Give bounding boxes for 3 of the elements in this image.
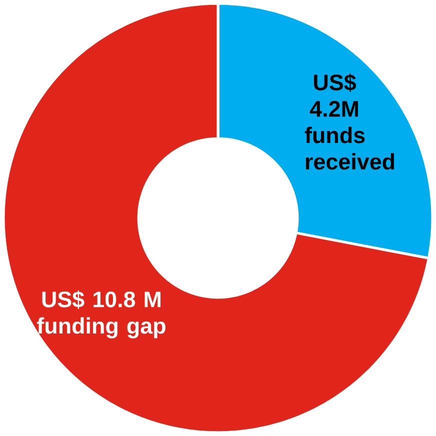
data-label: US$ 10.8 M	[42, 290, 160, 309]
slice-label: funds received	[304, 126, 394, 170]
slice-label: funding gap	[37, 317, 166, 338]
